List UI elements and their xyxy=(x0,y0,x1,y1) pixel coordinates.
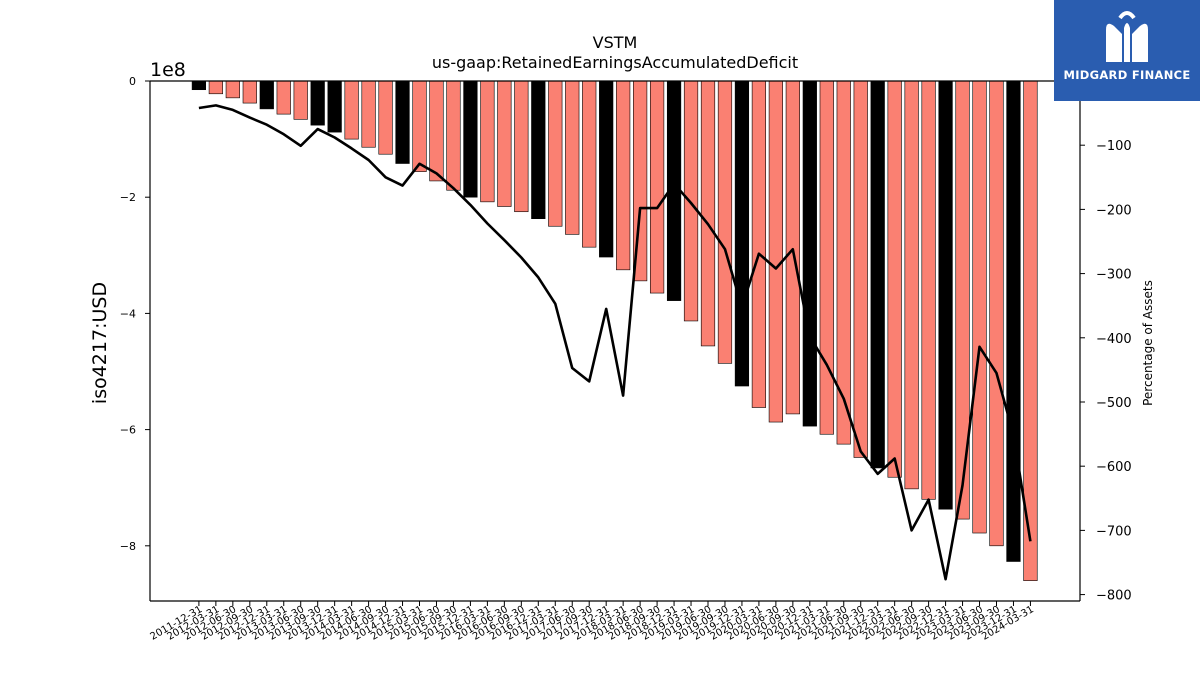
y2-tick-label: −500 xyxy=(1096,396,1132,411)
bar xyxy=(785,80,800,415)
bar xyxy=(921,80,936,500)
line-group xyxy=(198,104,1032,581)
brand-name: MIDGARD FINANCE xyxy=(1063,68,1191,82)
bar xyxy=(734,80,750,387)
y-tick-label: 0 xyxy=(129,75,136,88)
y-tick-label: −2 xyxy=(120,191,136,204)
y-tick-label: −8 xyxy=(120,540,136,553)
bar xyxy=(870,80,885,469)
y-tick-label: −6 xyxy=(120,424,136,437)
bar xyxy=(480,80,495,203)
bar xyxy=(327,80,342,133)
bar xyxy=(616,80,631,271)
chart-subtitle: us-gaap:RetainedEarningsAccumulatedDefic… xyxy=(432,53,798,72)
brand-logo: MIDGARD FINANCE xyxy=(1054,0,1200,101)
bar xyxy=(548,80,563,227)
bar xyxy=(582,80,597,248)
bar xyxy=(531,80,546,219)
bar xyxy=(904,80,919,490)
bar xyxy=(989,80,1004,547)
bar xyxy=(683,80,699,322)
bar xyxy=(242,80,257,104)
bar xyxy=(429,80,444,182)
bar-group xyxy=(191,80,1038,581)
bar xyxy=(259,80,274,110)
y-axis-label: iso4217:USD xyxy=(89,282,111,404)
bar xyxy=(565,80,580,235)
bar xyxy=(938,80,953,510)
bar xyxy=(802,80,817,427)
bar xyxy=(514,80,529,213)
y2-tick-label: −800 xyxy=(1096,589,1132,604)
series-line-percentage-of-assets xyxy=(198,104,1032,581)
y-tick-label: −4 xyxy=(120,307,136,320)
chart-title: VSTM xyxy=(593,33,638,52)
bar xyxy=(446,80,461,191)
bar xyxy=(361,80,376,148)
midgard-logo-icon xyxy=(1106,11,1148,62)
bar xyxy=(191,80,207,91)
y2-axis-label: Percentage of Assets xyxy=(1141,280,1155,406)
bar xyxy=(395,80,410,164)
bar xyxy=(293,80,308,120)
bar xyxy=(599,80,614,258)
bar xyxy=(344,80,359,140)
y2-tick-label: −700 xyxy=(1096,524,1132,539)
y2-tick-label: −200 xyxy=(1096,203,1132,218)
bar xyxy=(751,80,767,408)
bar xyxy=(378,80,393,155)
bar xyxy=(310,80,325,126)
bar xyxy=(225,80,240,99)
bar xyxy=(819,80,834,435)
bar xyxy=(972,80,987,534)
bar xyxy=(649,80,665,294)
y-offset-label: 1e8 xyxy=(150,59,186,81)
y2-tick-label: −100 xyxy=(1096,139,1132,154)
bar xyxy=(700,80,716,347)
bar xyxy=(276,80,291,115)
bar xyxy=(768,80,783,423)
bar xyxy=(1006,80,1021,562)
bar xyxy=(887,80,902,478)
bar xyxy=(497,80,512,207)
bar xyxy=(717,80,733,364)
y2-tick-label: −300 xyxy=(1096,268,1132,283)
bar xyxy=(208,80,223,95)
y2-tick-label: −400 xyxy=(1096,332,1132,347)
bar xyxy=(412,80,427,172)
bar xyxy=(853,80,868,458)
bar xyxy=(463,80,478,198)
y2-tick-label: −600 xyxy=(1096,460,1132,475)
